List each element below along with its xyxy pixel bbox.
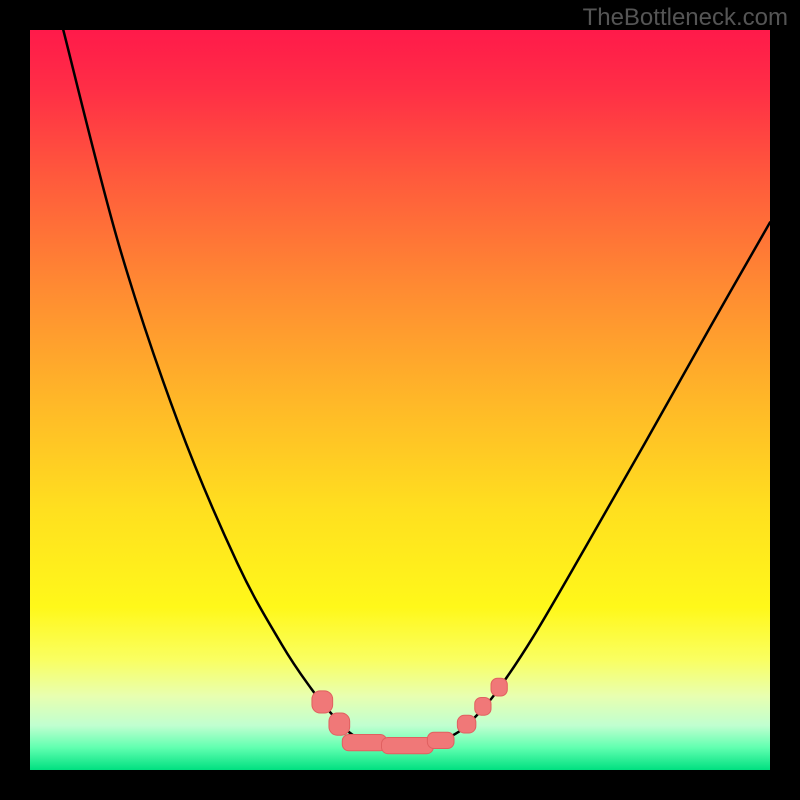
data-marker <box>427 732 454 748</box>
data-marker <box>312 691 333 713</box>
data-marker <box>475 697 491 715</box>
plot-area <box>30 30 770 770</box>
watermark-text: TheBottleneck.com <box>583 4 788 32</box>
data-marker <box>491 678 507 696</box>
outer-frame: TheBottleneck.com <box>0 0 800 800</box>
bottleneck-curve-chart <box>30 30 770 770</box>
data-marker <box>457 715 476 733</box>
chart-background <box>30 30 770 770</box>
data-marker <box>329 713 350 735</box>
data-marker <box>382 737 434 753</box>
data-marker <box>342 734 386 750</box>
